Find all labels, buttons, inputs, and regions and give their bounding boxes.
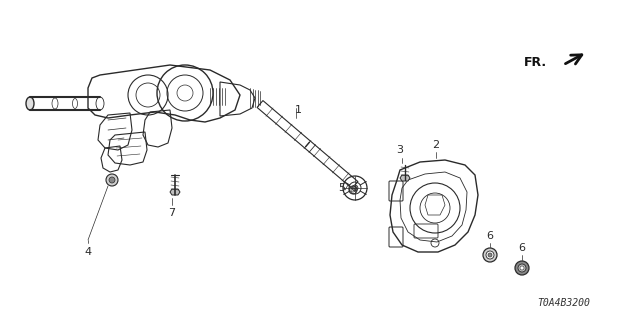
Text: 7: 7 (168, 208, 175, 218)
Text: 1: 1 (294, 105, 301, 115)
Circle shape (488, 253, 492, 257)
Circle shape (109, 177, 115, 183)
Circle shape (106, 174, 118, 186)
Circle shape (515, 261, 529, 275)
Text: T0A4B3200: T0A4B3200 (537, 298, 590, 308)
Text: FR.: FR. (524, 55, 547, 68)
Circle shape (352, 185, 358, 191)
Text: 2: 2 (433, 140, 440, 150)
Text: 3: 3 (397, 145, 403, 155)
Text: 5: 5 (338, 183, 345, 193)
Circle shape (486, 251, 494, 259)
Text: 4: 4 (84, 247, 92, 257)
Polygon shape (170, 189, 180, 195)
Circle shape (483, 248, 497, 262)
Text: 6: 6 (486, 231, 493, 241)
Circle shape (520, 266, 524, 270)
Text: 6: 6 (518, 243, 525, 253)
Polygon shape (400, 175, 410, 181)
Circle shape (518, 264, 526, 272)
Ellipse shape (26, 97, 34, 110)
